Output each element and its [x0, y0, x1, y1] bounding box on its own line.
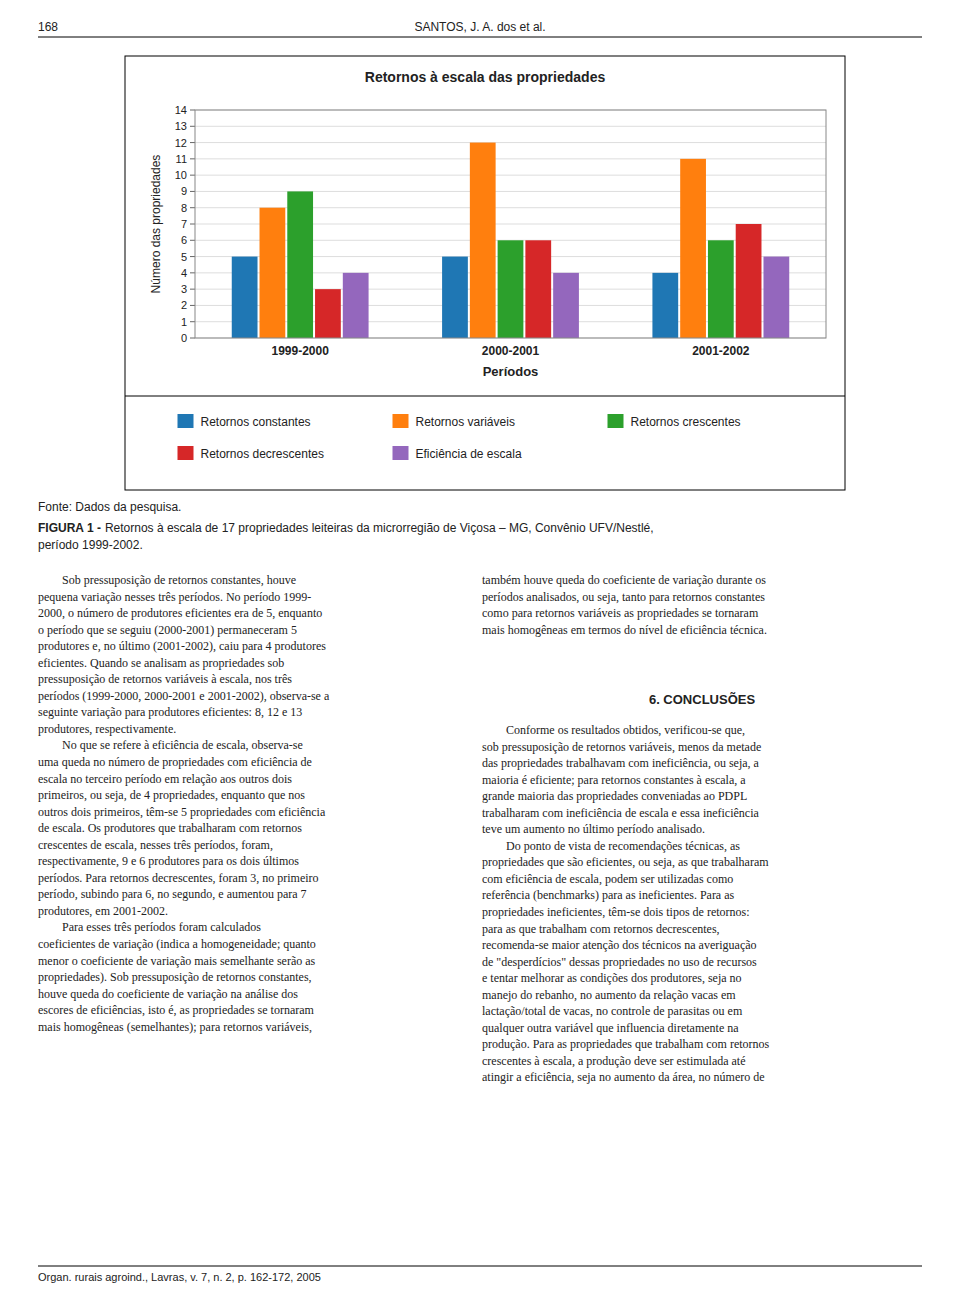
- header-authors: SANTOS, J. A. dos et al.: [0, 20, 960, 34]
- y-tick: [190, 142, 195, 143]
- y-tick: [190, 240, 195, 241]
- body-text-left: Sob pressuposição de retornos constantes…: [38, 572, 329, 1035]
- y-tick-label: 7: [181, 218, 187, 230]
- y-tick: [190, 305, 195, 306]
- grid-line: [195, 142, 826, 143]
- bar: [708, 240, 734, 338]
- bar: [260, 208, 286, 338]
- bar: [287, 191, 313, 338]
- y-tick: [190, 321, 195, 322]
- legend-entry: Eficiência de escala: [416, 447, 522, 461]
- y-tick: [190, 256, 195, 257]
- bar: [343, 273, 369, 338]
- plot-frame: [195, 110, 826, 338]
- y-tick-label: 6: [181, 234, 187, 246]
- legend-swatch: [393, 446, 409, 460]
- y-tick-label: 13: [175, 120, 187, 132]
- figure-caption: FIGURA 1 -Retornos à escala de 17 propri…: [38, 520, 922, 554]
- header-rule: [38, 37, 922, 38]
- y-tick-label: 1: [181, 316, 187, 328]
- bar: [652, 273, 678, 338]
- footer: Organ. rurais agroind., Lavras, v. 7, n.…: [38, 1271, 321, 1283]
- x-tick-label: 2000-2001: [482, 344, 540, 358]
- y-tick-label: 14: [175, 104, 187, 116]
- y-tick-label: 12: [175, 137, 187, 149]
- legend-separator: [125, 396, 845, 397]
- legend-swatch: [178, 414, 194, 428]
- y-tick: [190, 207, 195, 208]
- source-note: Fonte: Dados da pesquisa.: [38, 500, 181, 514]
- y-tick: [190, 289, 195, 290]
- body-text-right-top: também houve queda do coeficiente de var…: [482, 572, 767, 638]
- y-tick-label: 4: [181, 267, 187, 279]
- bar: [442, 257, 468, 338]
- chart-title: Retornos à escala das propriedades: [365, 69, 606, 85]
- footer-rule: [38, 1266, 922, 1267]
- x-tick-label: 2001-2002: [692, 344, 750, 358]
- bar: [315, 289, 341, 338]
- bar: [736, 224, 762, 338]
- figure-caption-text: Retornos à escala de 17 propriedades lei…: [38, 521, 654, 552]
- figure-caption-label: FIGURA 1 -: [38, 521, 101, 535]
- x-tick-label: 1999-2000: [271, 344, 329, 358]
- y-tick-label: 11: [176, 153, 187, 165]
- legend: Retornos constantes Retornos variáveis Ret…: [178, 414, 741, 461]
- y-tick: [190, 272, 195, 273]
- x-axis-label: Períodos: [483, 364, 539, 379]
- y-tick: [190, 191, 195, 192]
- section-title: 6. CONCLUSÕES: [482, 692, 922, 707]
- y-tick: [190, 175, 195, 176]
- y-tick-label: 5: [181, 251, 187, 263]
- bar: [470, 143, 496, 338]
- y-tick-label: 3: [181, 283, 187, 295]
- y-tick: [190, 158, 195, 159]
- legend-entry: Retornos constantes: [201, 415, 311, 429]
- bars: [232, 143, 789, 338]
- legend-swatch: [393, 414, 409, 428]
- y-tick: [190, 110, 195, 111]
- bar: [232, 257, 258, 338]
- y-tick-label: 10: [175, 169, 187, 181]
- y-tick-label: 8: [181, 202, 187, 214]
- bar: [680, 159, 706, 338]
- bar: [763, 257, 789, 338]
- y-tick: [190, 224, 195, 225]
- body-text-right-bottom: Conforme os resultados obtidos, verifico…: [482, 722, 769, 1086]
- figure-box: [125, 56, 845, 490]
- y-tick-label: 0: [181, 332, 187, 344]
- bar: [498, 240, 524, 338]
- y-axis-label: Número das propriedades: [149, 155, 163, 294]
- grid-line: [195, 175, 826, 176]
- y-tick-label: 9: [181, 185, 187, 197]
- y-tick: [190, 126, 195, 127]
- bar: [553, 273, 579, 338]
- plot-background: [195, 110, 826, 338]
- y-tick: [190, 338, 195, 339]
- y-tick-label: 2: [181, 299, 187, 311]
- legend-entry: Retornos decrescentes: [201, 447, 324, 461]
- grid-line: [195, 158, 826, 159]
- legend-entry: Retornos variáveis: [416, 415, 515, 429]
- grid-line: [195, 126, 826, 127]
- legend-swatch: [608, 414, 624, 428]
- bar: [525, 240, 551, 338]
- header-page-number: 168: [38, 20, 58, 34]
- legend-entry: Retornos crescentes: [631, 415, 741, 429]
- legend-swatch: [178, 446, 194, 460]
